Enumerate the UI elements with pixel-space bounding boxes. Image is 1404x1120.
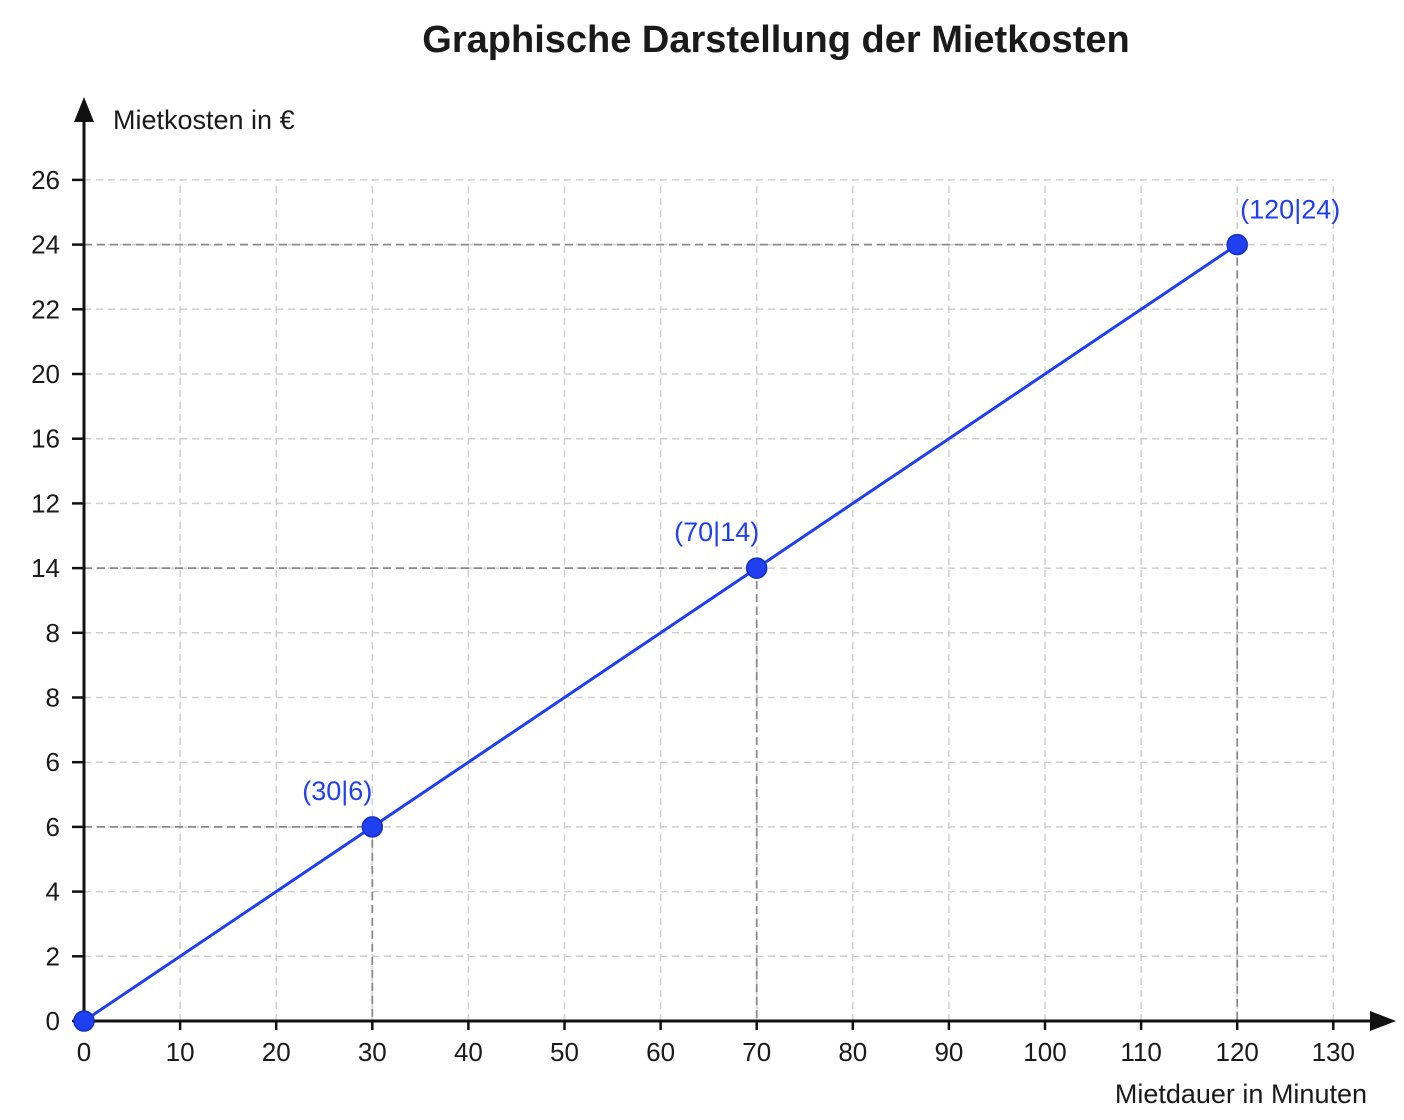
y-tick-label: 6 — [46, 812, 60, 842]
y-tick-label: 0 — [46, 1006, 60, 1036]
y-tick-label: 14 — [31, 553, 60, 583]
data-point-label: (30|6) — [302, 776, 372, 806]
y-tick-label: 16 — [31, 424, 60, 454]
y-tick-label: 22 — [31, 294, 60, 324]
x-tick-label: 30 — [358, 1037, 387, 1067]
x-tick-label: 90 — [934, 1037, 963, 1067]
x-axis-label: Mietdauer in Minuten — [1115, 1079, 1367, 1109]
axes — [74, 97, 1396, 1031]
x-tick-label: 120 — [1216, 1037, 1259, 1067]
x-tick-label: 110 — [1120, 1037, 1161, 1067]
data-point — [1226, 233, 1248, 256]
x-ticks: 0 10 20 30 40 50 60 70 80 90 100 110 120 130 — [77, 1021, 1355, 1067]
x-tick-label: 0 — [77, 1037, 91, 1067]
data-point-label: (120|24) — [1240, 195, 1340, 225]
y-tick-label: 24 — [31, 230, 60, 260]
series — [83, 243, 1239, 1023]
data-point — [73, 1010, 95, 1032]
x-tick-label: 10 — [166, 1037, 195, 1067]
y-tick-label: 20 — [31, 359, 60, 389]
y-tick-label: 4 — [46, 877, 60, 907]
y-axis-arrow — [74, 97, 94, 122]
x-tick-label: 80 — [838, 1037, 867, 1067]
y-tick-label: 2 — [46, 941, 60, 971]
x-tick-label: 50 — [550, 1037, 579, 1067]
y-tick-label: 26 — [31, 165, 60, 195]
x-tick-label: 130 — [1312, 1037, 1355, 1067]
y-tick-label: 8 — [46, 683, 60, 713]
series-line — [83, 243, 1239, 1023]
y-tick-label: 8 — [46, 618, 60, 648]
y-axis-label: Mietkosten in € — [113, 105, 295, 135]
data-point-label: (70|14) — [674, 517, 759, 547]
data-point — [361, 816, 384, 838]
chart-title: Graphische Darstellung der Mietkosten — [422, 19, 1129, 61]
x-tick-label: 40 — [454, 1037, 483, 1067]
y-tick-label: 6 — [46, 747, 60, 777]
x-tick-label: 70 — [742, 1037, 771, 1067]
guide-lines — [84, 243, 1239, 1021]
x-tick-label: 100 — [1023, 1037, 1066, 1067]
x-tick-label: 60 — [646, 1037, 675, 1067]
data-points: (30|6) (70|14) (120|24) — [73, 195, 1340, 1032]
x-axis-arrow — [1370, 1011, 1396, 1031]
data-point — [745, 557, 768, 579]
y-tick-label: 12 — [31, 488, 60, 518]
x-tick-label: 20 — [262, 1037, 291, 1067]
